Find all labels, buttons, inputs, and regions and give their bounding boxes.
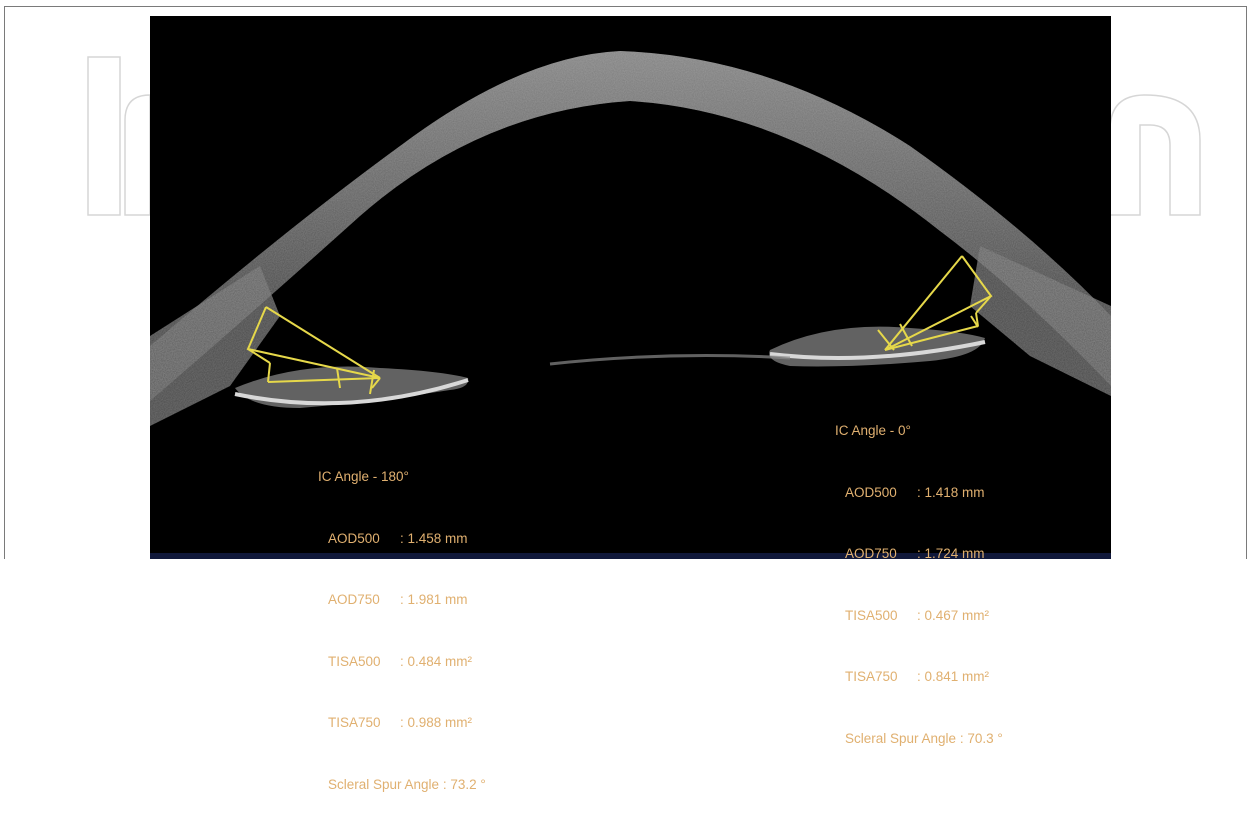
left-iris (235, 366, 469, 408)
right-measurement-overlay (877, 255, 993, 351)
lens-surface (549, 354, 791, 366)
scan-image (150, 51, 1111, 426)
right-aod750: AOD750: 1.724 mm (845, 546, 985, 561)
right-angle-panel: IC Angle - 0° AOD500: 1.418 mm AOD750: 1… (835, 380, 1003, 770)
left-angle-title: IC Angle - 180° (318, 469, 409, 484)
right-angle-title: IC Angle - 0° (835, 423, 911, 438)
right-scleral-spur-angle: Scleral Spur Angle : 70.3 ° (845, 730, 1003, 746)
left-angle-panel: IC Angle - 180° AOD500: 1.458 mm AOD750:… (318, 426, 486, 816)
left-tisa750: TISA750: 0.988 mm² (328, 715, 473, 730)
left-aod750: AOD750: 1.981 mm (328, 592, 468, 607)
left-tisa500: TISA500: 0.484 mm² (328, 653, 473, 669)
bottom-strip (150, 553, 1111, 559)
right-tisa500: TISA500: 0.467 mm² (845, 607, 990, 623)
right-aod500: AOD500: 1.418 mm (845, 484, 985, 500)
ultrasound-scan (150, 16, 1111, 559)
right-tisa750: TISA750: 0.841 mm² (845, 669, 990, 684)
left-measurement-overlay (246, 306, 381, 395)
left-aod500: AOD500: 1.458 mm (328, 530, 468, 546)
left-scleral-spur-angle: Scleral Spur Angle : 73.2 ° (328, 776, 486, 792)
